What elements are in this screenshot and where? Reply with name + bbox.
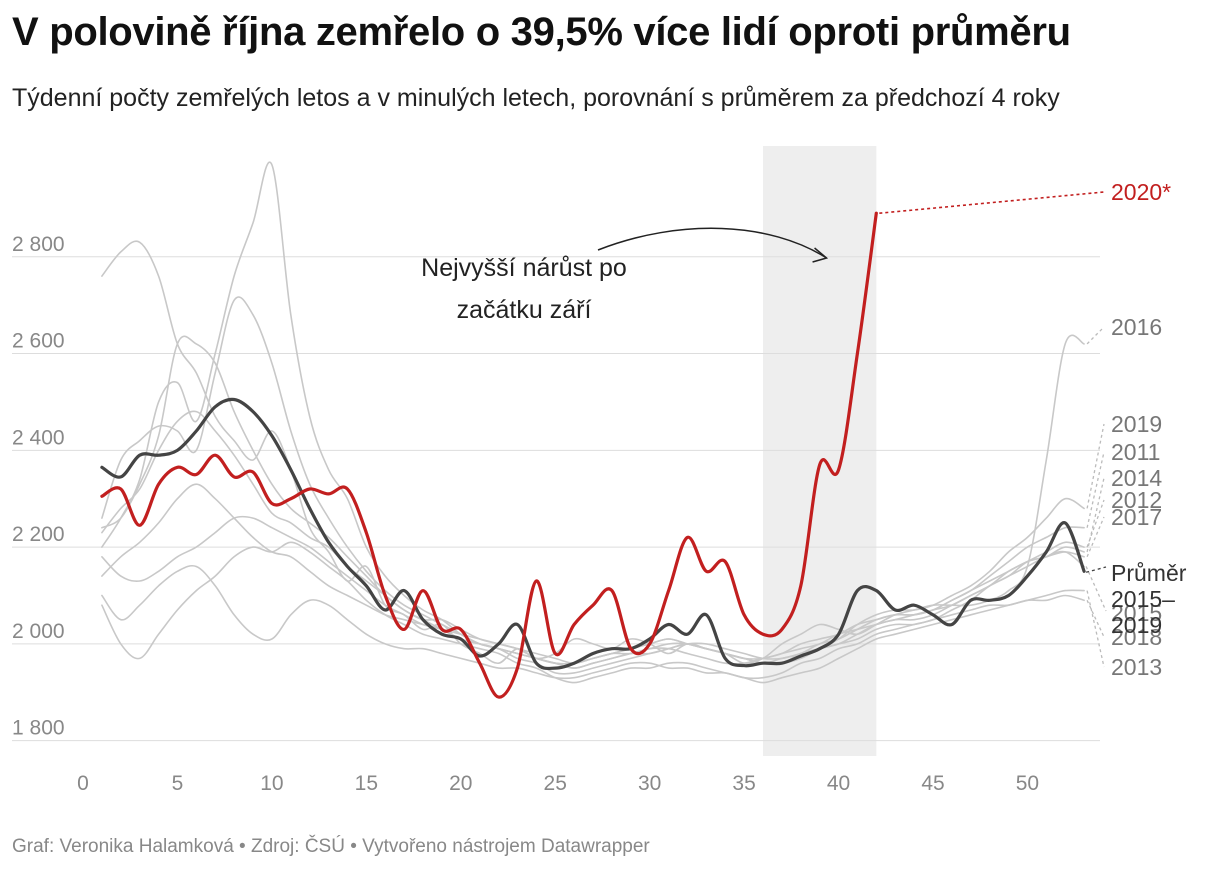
- label-leader: [1086, 499, 1105, 548]
- y-tick-label: 2 600: [12, 330, 65, 353]
- series-line-pr-m-r-2015-2019: [100, 397, 1086, 671]
- label-leader: [1086, 516, 1105, 558]
- end-label-2017: 2017: [1111, 504, 1162, 530]
- x-tick-label: 25: [544, 772, 567, 795]
- end-label-pr-m-r-2015-2019-2: 2019: [1111, 612, 1162, 638]
- label-leader: [1086, 451, 1105, 528]
- annotation-arrow: [597, 227, 827, 259]
- x-tick-label: 45: [921, 772, 944, 795]
- x-tick-label: 20: [449, 772, 472, 795]
- end-label-2013: 2013: [1111, 654, 1162, 680]
- end-label-2019: 2019: [1111, 411, 1162, 437]
- chart-title: V polovině října zemřelo o 39,5% více li…: [12, 10, 1071, 54]
- series-line-2019: [101, 410, 1085, 665]
- y-tick-label: 2 400: [12, 426, 65, 449]
- end-label-2015: 2015: [1111, 600, 1162, 626]
- end-label-2016: 2016: [1111, 314, 1162, 340]
- x-tick-label: 35: [732, 772, 755, 795]
- x-tick-label: 5: [172, 772, 184, 795]
- label-leader: [1085, 566, 1107, 612]
- annotation-arrowhead: [812, 247, 829, 263]
- series-line-2020-: [100, 211, 878, 699]
- end-label-pr-m-r-2015-2019-0: Průměr: [1111, 560, 1187, 586]
- end-label-pr-m-r-2015-2019-1: 2015–: [1111, 586, 1175, 612]
- y-tick-label: 1 800: [12, 717, 65, 740]
- x-tick-label: 50: [1016, 772, 1039, 795]
- end-label-2011: 2011: [1111, 439, 1160, 465]
- label-leader: [1086, 326, 1105, 345]
- annotation-text: Nejvyšší nárůst po: [421, 254, 627, 282]
- y-tick-label: 2 800: [12, 233, 65, 256]
- end-label-2018: 2018: [1111, 624, 1162, 650]
- y-tick-label: 2 000: [12, 620, 65, 643]
- x-tick-label: 0: [77, 772, 89, 795]
- series-line-2015: [101, 161, 1085, 669]
- x-tick-label: 10: [260, 772, 283, 795]
- label-leader: [1085, 566, 1107, 573]
- chart-footer: Graf: Veronika Halamková • Zdroj: ČSÚ • …: [12, 836, 650, 857]
- label-leader: [879, 191, 1105, 215]
- series-line-2011: [101, 483, 1085, 669]
- end-label-2012: 2012: [1111, 487, 1162, 513]
- x-tick-label: 30: [638, 772, 661, 795]
- series-line-2018: [101, 335, 1085, 675]
- series-line-2013: [101, 541, 1085, 684]
- chart-subtitle: Týdenní počty zemřelých letos a v minulý…: [12, 84, 1060, 112]
- label-leader: [1086, 600, 1105, 638]
- series-line-2012: [101, 515, 1085, 665]
- x-tick-label: 40: [827, 772, 850, 795]
- label-leader: [1086, 423, 1105, 509]
- series-line-2016: [101, 240, 1085, 665]
- end-label-2014: 2014: [1111, 465, 1162, 491]
- y-tick-label: 2 200: [12, 523, 65, 546]
- annotation-text: začátku září: [457, 296, 592, 324]
- end-label-2020-: 2020*: [1111, 179, 1171, 205]
- x-tick-label: 15: [355, 772, 378, 795]
- label-leader: [1086, 590, 1105, 668]
